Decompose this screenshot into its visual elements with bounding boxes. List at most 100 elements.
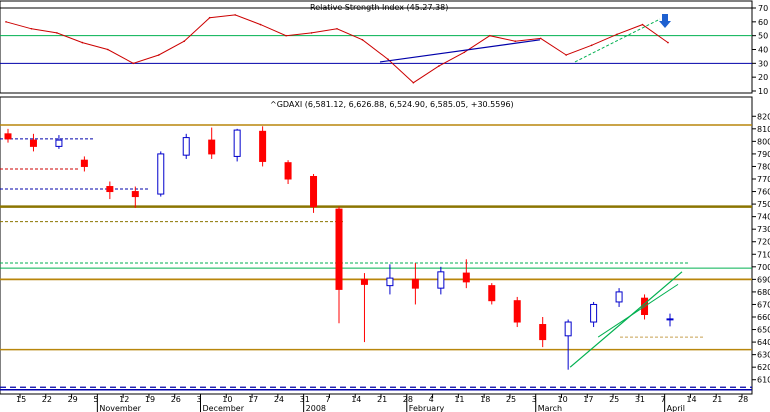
rsi-point	[616, 33, 618, 36]
price-tick-label: 6100	[757, 376, 770, 385]
candle-body	[411, 278, 419, 289]
price-tick-label: 6300	[757, 351, 770, 360]
rsi-trendline	[379, 39, 541, 63]
x-tick-label: 26	[171, 395, 181, 404]
price-uptrend-line	[597, 283, 679, 338]
x-tick-label: 5	[93, 395, 98, 404]
price-tick-label: 6900	[757, 275, 770, 284]
rsi-point	[310, 32, 313, 34]
month-label: November	[99, 404, 141, 412]
rsi-point	[463, 51, 466, 54]
price-tick-label: 7200	[757, 238, 770, 247]
x-tick-label: 25	[609, 395, 619, 404]
rsi-point	[208, 16, 211, 19]
x-tick-label: 12	[119, 395, 129, 404]
rsi-point	[539, 37, 542, 40]
price-tick-label: 6600	[757, 313, 770, 322]
candle-body	[335, 208, 343, 290]
x-tick-label: 7	[661, 395, 666, 404]
price-tick-label: 6400	[757, 338, 770, 347]
rsi-point	[361, 39, 364, 41]
rsi-point	[132, 62, 135, 65]
rsi-point	[183, 40, 186, 42]
x-tick-label: 3	[197, 395, 202, 404]
price-tick-label: 7400	[757, 213, 770, 222]
rsi-point	[590, 44, 593, 47]
rsi-point	[234, 14, 236, 16]
x-tick-label: 14	[351, 395, 361, 404]
rsi-support-trendline	[574, 18, 661, 63]
x-axis: 15 22 29 5 12 19 26 3 10 17 24 31 7 14 21 28 4 11 18 25 3 10 1…	[0, 393, 752, 412]
rsi-tick-label: 30	[758, 59, 768, 68]
rsi-point	[387, 58, 389, 60]
x-tick-label: 14	[686, 395, 696, 404]
price-tick-label: 7600	[757, 188, 770, 197]
x-tick-label: 25	[506, 395, 516, 404]
rsi-point	[488, 34, 491, 37]
candle-body	[437, 271, 445, 289]
candle-body	[131, 191, 139, 198]
rsi-point	[107, 48, 109, 51]
candle-body	[4, 133, 12, 140]
x-tick-label: 10	[222, 395, 232, 404]
rsi-point	[285, 34, 287, 37]
price-tick-label: 6500	[757, 326, 770, 335]
rsi-point	[514, 40, 517, 42]
month-label: February	[409, 404, 445, 412]
candle-body	[80, 159, 88, 167]
x-tick-label: 17	[248, 395, 258, 404]
x-tick-label: 22	[42, 395, 52, 404]
rsi-tick-label: 40	[758, 46, 768, 55]
x-tick-label: 21	[712, 395, 722, 404]
rsi-point	[667, 41, 669, 44]
price-tick-label: 7800	[757, 162, 770, 171]
candle-body	[539, 324, 547, 341]
candle-body	[284, 162, 292, 180]
candle-body	[259, 130, 267, 162]
candle-body	[564, 321, 572, 337]
price-tick-label: 8200	[757, 112, 770, 121]
price-uptrend-line	[569, 271, 683, 368]
rsi-point	[336, 27, 338, 30]
price-panel: 8200 8100 8000 7900 7800 7700 7600 7500 7400 7300…	[0, 96, 770, 395]
candle-body	[615, 291, 623, 303]
candle-body	[513, 300, 521, 323]
price-tick-label: 6700	[757, 300, 770, 309]
price-tick-label: 7000	[757, 263, 770, 272]
x-tick-label: 31	[300, 395, 310, 404]
price-tick-label: 7900	[757, 150, 770, 159]
rsi-point	[412, 81, 415, 84]
x-tick-label: 31	[635, 395, 645, 404]
rsi-point	[30, 27, 33, 30]
rsi-point	[565, 54, 567, 56]
x-tick-label: 19	[145, 395, 155, 404]
candle-body	[182, 137, 190, 156]
candle-body	[590, 303, 598, 323]
rsi-point	[641, 23, 644, 26]
month-label: April	[667, 404, 685, 412]
price-tick-label: 8000	[757, 137, 770, 146]
candle-body	[386, 277, 394, 287]
rsi-title: Relative Strength Index (45.27.38)	[310, 3, 448, 12]
candle-body	[208, 139, 216, 155]
candle-body	[233, 129, 241, 157]
price-tick-label: 6800	[757, 288, 770, 297]
rsi-tick-label: 50	[758, 32, 768, 41]
rsi-point	[259, 23, 262, 26]
x-tick-label: 18	[480, 395, 490, 404]
price-tick-label: 6200	[757, 363, 770, 372]
candle-body	[462, 272, 470, 283]
month-label: March	[538, 404, 562, 412]
rsi-frame	[0, 0, 753, 94]
price-title: ^GDAXI (6,581.12, 6,626.88, 6,524.90, 6,…	[270, 100, 514, 109]
price-tick-label: 7500	[757, 200, 770, 209]
rsi-point	[438, 65, 440, 67]
x-tick-label: 28	[403, 395, 413, 404]
x-tick-label: 3	[532, 395, 537, 404]
rsi-point	[157, 54, 160, 56]
candle-body	[488, 285, 496, 302]
rsi-tick-label: 70	[758, 4, 768, 13]
price-tick-label: 7700	[757, 175, 770, 184]
